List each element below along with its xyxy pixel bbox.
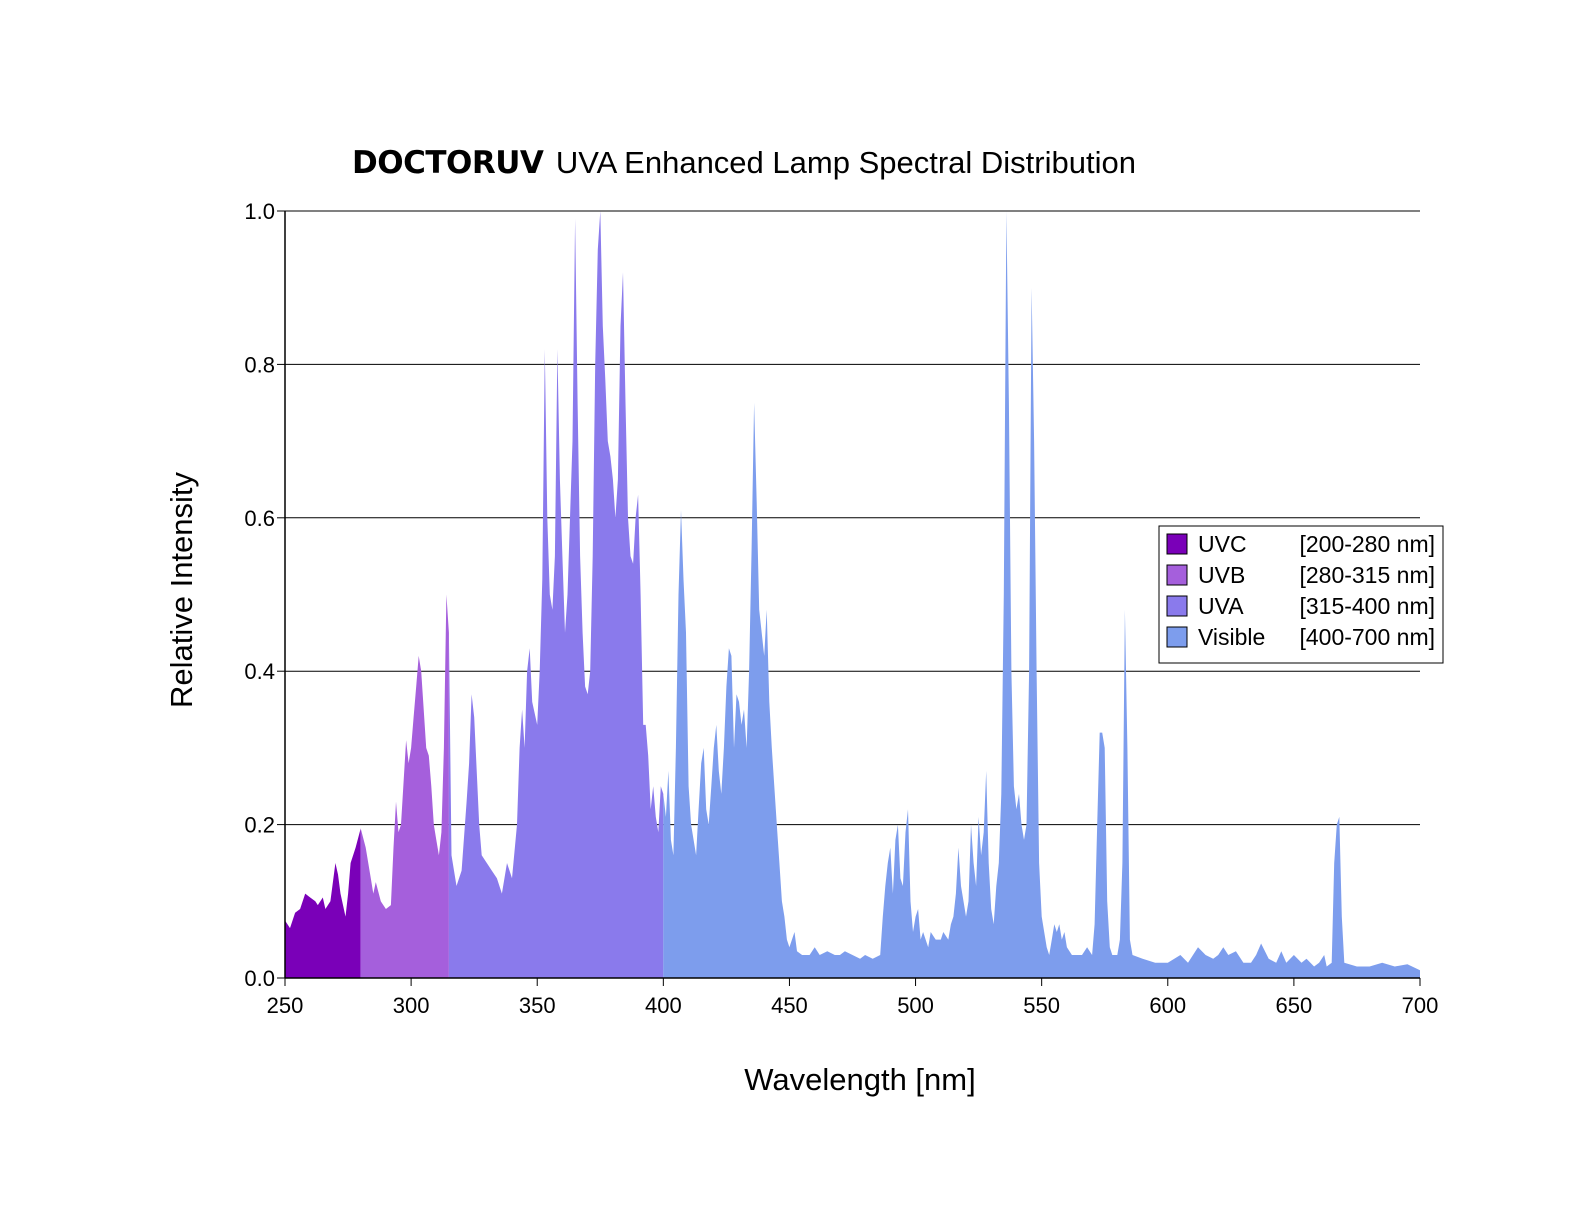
x-tick-label: 600 [1149, 993, 1186, 1018]
y-tick-label: 0.6 [244, 506, 275, 531]
spectrum-areas [285, 211, 1420, 978]
x-tick-labels: 250 300 350 400 450 500 550 600 650 700 [267, 993, 1439, 1018]
legend: UVC [200-280 nm] UVB [280-315 nm] UVA [315-40… [1158, 525, 1444, 664]
legend-swatch-uvb [1166, 564, 1188, 586]
legend-range-uvb: [280-315 nm] [1299, 562, 1435, 588]
chart-title: DOCTORUV UVA Enhanced Lamp Spectral Dist… [352, 145, 1136, 181]
x-tick-label: 500 [897, 993, 934, 1018]
x-tick-label: 700 [1402, 993, 1439, 1018]
y-tick-label: 0.2 [244, 813, 275, 838]
x-tick-label: 300 [393, 993, 430, 1018]
axes [277, 210, 1421, 986]
chart-title-brand: DOCTORUV [352, 145, 544, 181]
y-tick-label: 1.0 [244, 199, 275, 224]
area-uvc [285, 828, 361, 978]
y-tick-label: 0.8 [244, 352, 275, 377]
legend-box [1158, 525, 1444, 664]
y-tick-label: 0.4 [244, 659, 275, 684]
x-tick-label: 450 [771, 993, 808, 1018]
legend-range-visible: [400-700 nm] [1299, 624, 1435, 650]
chart-title-text: UVA Enhanced Lamp Spectral Distribution [556, 145, 1136, 180]
legend-name-uvc: UVC [1198, 531, 1247, 557]
x-axis-label: Wavelength [nm] [744, 1062, 975, 1097]
x-tick-label: 650 [1276, 993, 1313, 1018]
gridlines [285, 210, 1420, 826]
area-uva [448, 211, 664, 978]
area-uvb [360, 594, 449, 978]
x-tick-label: 400 [645, 993, 682, 1018]
y-tick-label: 0.0 [244, 966, 275, 991]
legend-name-uvb: UVB [1198, 562, 1245, 588]
legend-range-uvc: [200-280 nm] [1299, 531, 1435, 557]
legend-name-visible: Visible [1198, 624, 1265, 650]
legend-name-uva: UVA [1198, 593, 1244, 619]
legend-swatch-uva [1166, 595, 1188, 617]
legend-swatch-visible [1166, 626, 1188, 648]
x-tick-label: 550 [1023, 993, 1060, 1018]
y-tick-labels: 0.0 0.2 0.4 0.6 0.8 1.0 [244, 199, 275, 991]
legend-swatch-uvc [1166, 533, 1188, 555]
legend-range-uva: [315-400 nm] [1299, 593, 1435, 619]
x-tick-label: 350 [519, 993, 556, 1018]
area-visible [663, 211, 1420, 978]
x-tick-label: 250 [267, 993, 304, 1018]
y-axis-label: Relative Intensity [164, 471, 199, 708]
